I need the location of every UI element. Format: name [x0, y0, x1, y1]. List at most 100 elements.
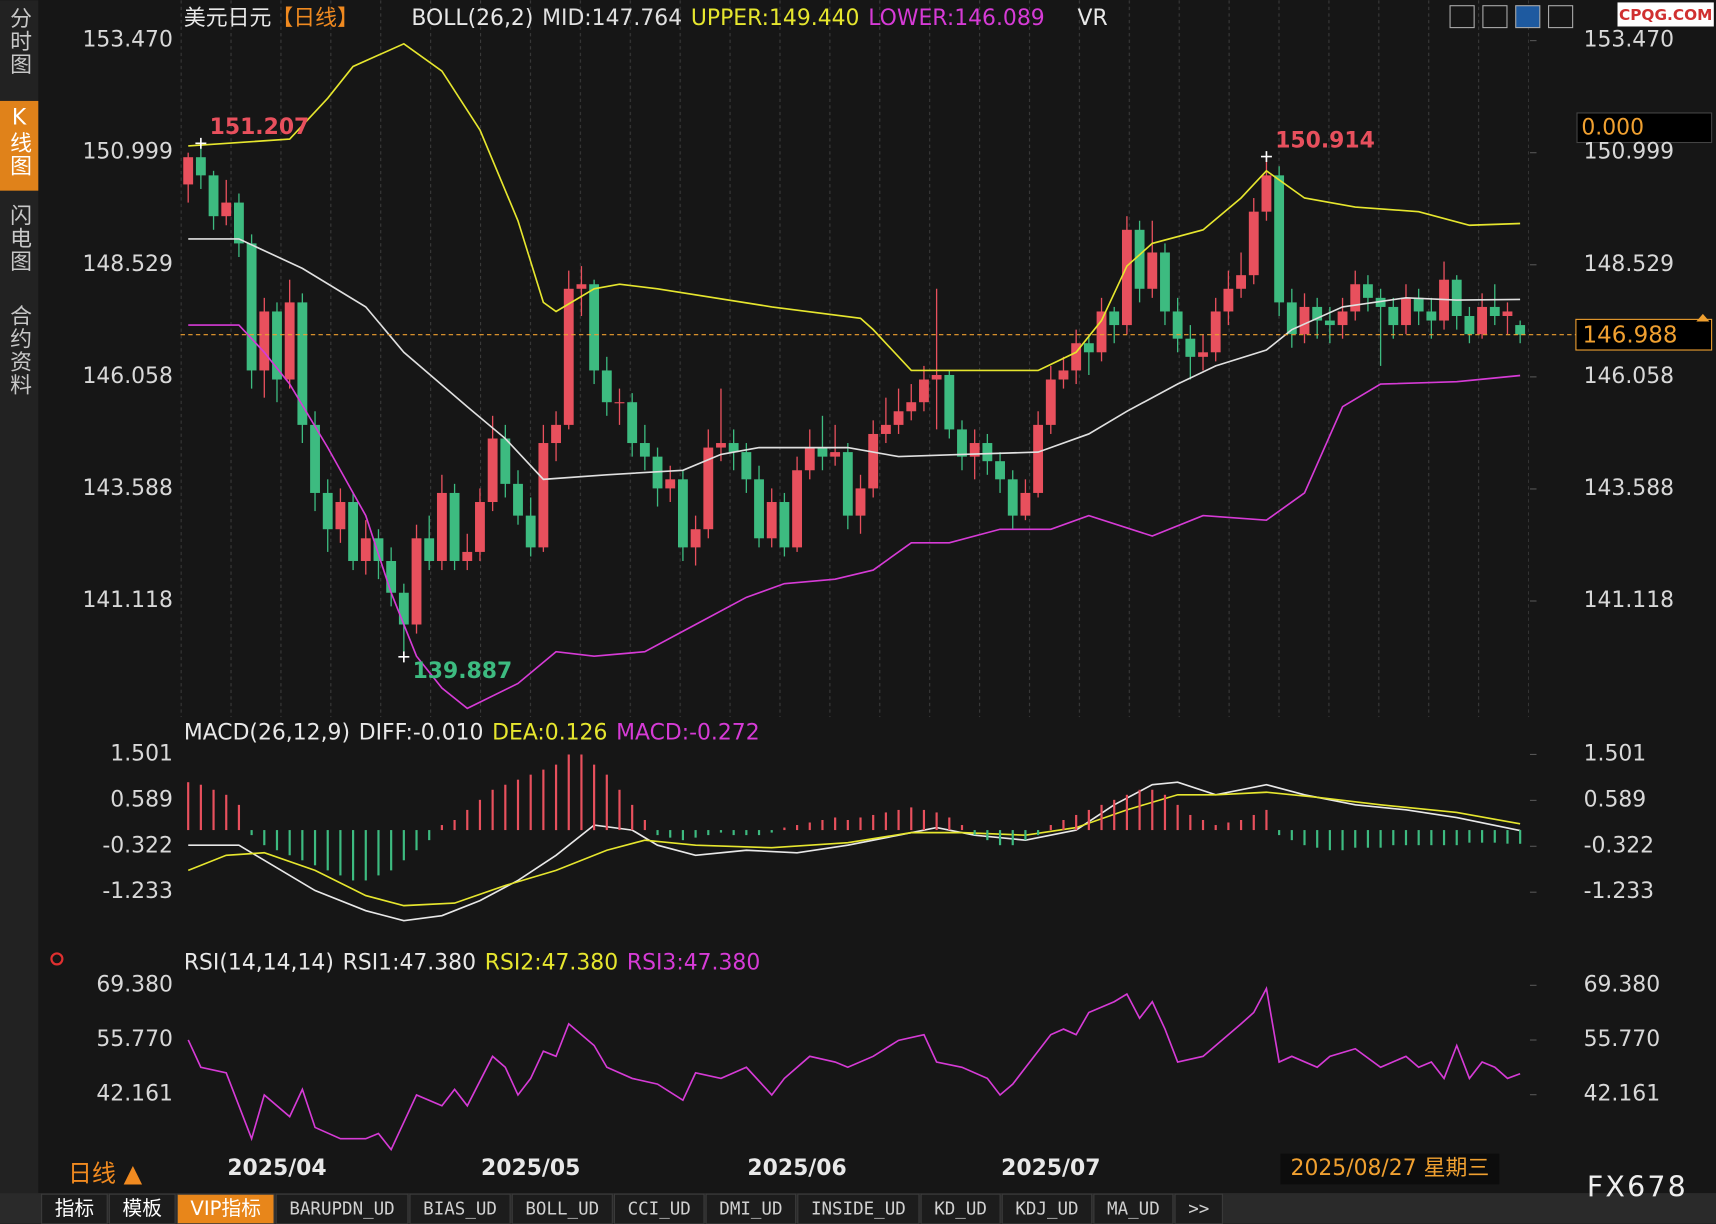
candle-body [1058, 370, 1069, 380]
tab[interactable]: KD_UD [920, 1193, 1001, 1224]
candle-body [297, 302, 308, 425]
candle-body [957, 429, 967, 457]
y-tick-label-right: 143.588 [1584, 476, 1674, 501]
candle-body [449, 492, 460, 561]
tool-icon[interactable] [1548, 5, 1574, 29]
candle-body [1375, 297, 1386, 307]
period-switch[interactable]: 日线 ▲ [68, 1160, 143, 1188]
candle-body [1109, 311, 1120, 326]
rsi-icon[interactable] [50, 952, 64, 966]
tool-icon[interactable] [1482, 5, 1508, 29]
y-tick-label-right: -1.233 [1584, 879, 1655, 904]
candle-body [639, 443, 650, 457]
candle-body [1147, 252, 1158, 289]
candle-body [855, 488, 866, 516]
tab-bg [41, 1193, 108, 1224]
candle-body [842, 452, 853, 516]
tab[interactable]: MA_UD [1093, 1193, 1174, 1224]
tab-bg [511, 1193, 613, 1224]
candle-body [690, 529, 701, 548]
candle-body [614, 402, 625, 404]
side-item[interactable]: 闪电图 [7, 204, 32, 273]
candle-body [1045, 379, 1056, 425]
candle-body [817, 447, 828, 457]
candle-body [677, 479, 688, 548]
candle-body [436, 492, 447, 561]
tab[interactable]: VIP指标 [176, 1193, 275, 1224]
candle-body [665, 479, 676, 489]
tool-icon[interactable] [1449, 5, 1475, 29]
extreme-label: 151.207 [210, 115, 310, 140]
y-tick-label: 153.470 [82, 28, 172, 53]
candle-body [1071, 343, 1082, 371]
side-item[interactable]: 分时图 [7, 7, 32, 76]
candle-body [1299, 306, 1310, 335]
y-tick-label-right: 1.501 [1584, 741, 1647, 766]
tab[interactable]: BOLL_UD [511, 1193, 613, 1224]
series-line [188, 238, 1521, 481]
legend-entry: LOWER:146.089 [868, 6, 1044, 31]
side-label: 闪电图 [7, 204, 32, 273]
extreme-label: 139.887 [413, 659, 513, 684]
y-tick-label-right: 153.470 [1584, 28, 1674, 53]
last-price-arrow [1696, 313, 1710, 322]
tab-label: MA_UD [1107, 1200, 1160, 1220]
y-tick-label: 69.380 [96, 972, 173, 997]
candle-body [716, 443, 726, 448]
candle-body [1210, 311, 1221, 353]
tab[interactable]: >> [1174, 1193, 1223, 1224]
candle-body [1350, 284, 1361, 312]
y-tick-label-right: 69.380 [1584, 972, 1661, 997]
candle-body [487, 438, 498, 503]
title: RSI(14,14,14) [184, 950, 334, 975]
candle-body [779, 502, 790, 548]
y-tick-label-right: 0.589 [1584, 787, 1647, 812]
extreme-marker [398, 651, 410, 663]
legend-entry: MID:147.764 [542, 6, 682, 31]
tab-bg [920, 1193, 1001, 1224]
tab[interactable]: INSIDE_UD [797, 1193, 920, 1224]
tab[interactable]: BIAS_UD [409, 1193, 511, 1224]
candle-body [1261, 175, 1272, 212]
series-line [187, 985, 1521, 1152]
candle-body [868, 433, 879, 489]
series-line [188, 42, 1521, 372]
tab-bg [275, 1193, 409, 1224]
candle-body [500, 438, 511, 484]
tab[interactable]: KDJ_UD [1001, 1193, 1093, 1224]
candle-body [1312, 306, 1323, 321]
side-item[interactable]: 合约资料 [7, 304, 32, 396]
candle-body [1223, 288, 1234, 312]
candle-body [513, 483, 523, 516]
tab[interactable]: 模板 [108, 1193, 176, 1224]
candle-body [1248, 211, 1259, 276]
tab[interactable]: CCI_UD [613, 1193, 705, 1224]
candle-body [982, 443, 993, 462]
candle-body [1020, 492, 1031, 516]
side-item[interactable]: K线图 [0, 100, 39, 191]
y-tick-label-right: -0.322 [1584, 833, 1655, 858]
tab-label: CCI_UD [628, 1200, 691, 1220]
candle-body [1172, 311, 1183, 339]
tab[interactable]: DMI_UD [705, 1193, 797, 1224]
x-tick-label: 2025/07 [1001, 1156, 1100, 1181]
candle-body [348, 502, 359, 561]
extreme-marker [1260, 151, 1272, 163]
tab[interactable]: 指标 [41, 1193, 108, 1224]
period: 【日线】 [271, 6, 359, 31]
y-tick-label-right: 146.058 [1584, 364, 1674, 389]
candle-body [1489, 306, 1500, 317]
tab-bg [108, 1193, 176, 1224]
series-line [188, 324, 1521, 710]
legend-entry: RSI1:47.380 [343, 950, 476, 975]
candle-body [1388, 306, 1399, 326]
candle-body [906, 402, 917, 412]
tab[interactable]: BARUPDN_UD [275, 1193, 409, 1224]
candle-body [386, 560, 397, 593]
title: 美元日元 [184, 6, 271, 31]
extreme-label: 150.914 [1275, 128, 1375, 153]
indicator: BOLL(26,2) [411, 6, 533, 31]
tool-icon[interactable] [1515, 5, 1541, 29]
tab-label: KD_UD [934, 1200, 987, 1220]
candle-body [1413, 297, 1424, 312]
